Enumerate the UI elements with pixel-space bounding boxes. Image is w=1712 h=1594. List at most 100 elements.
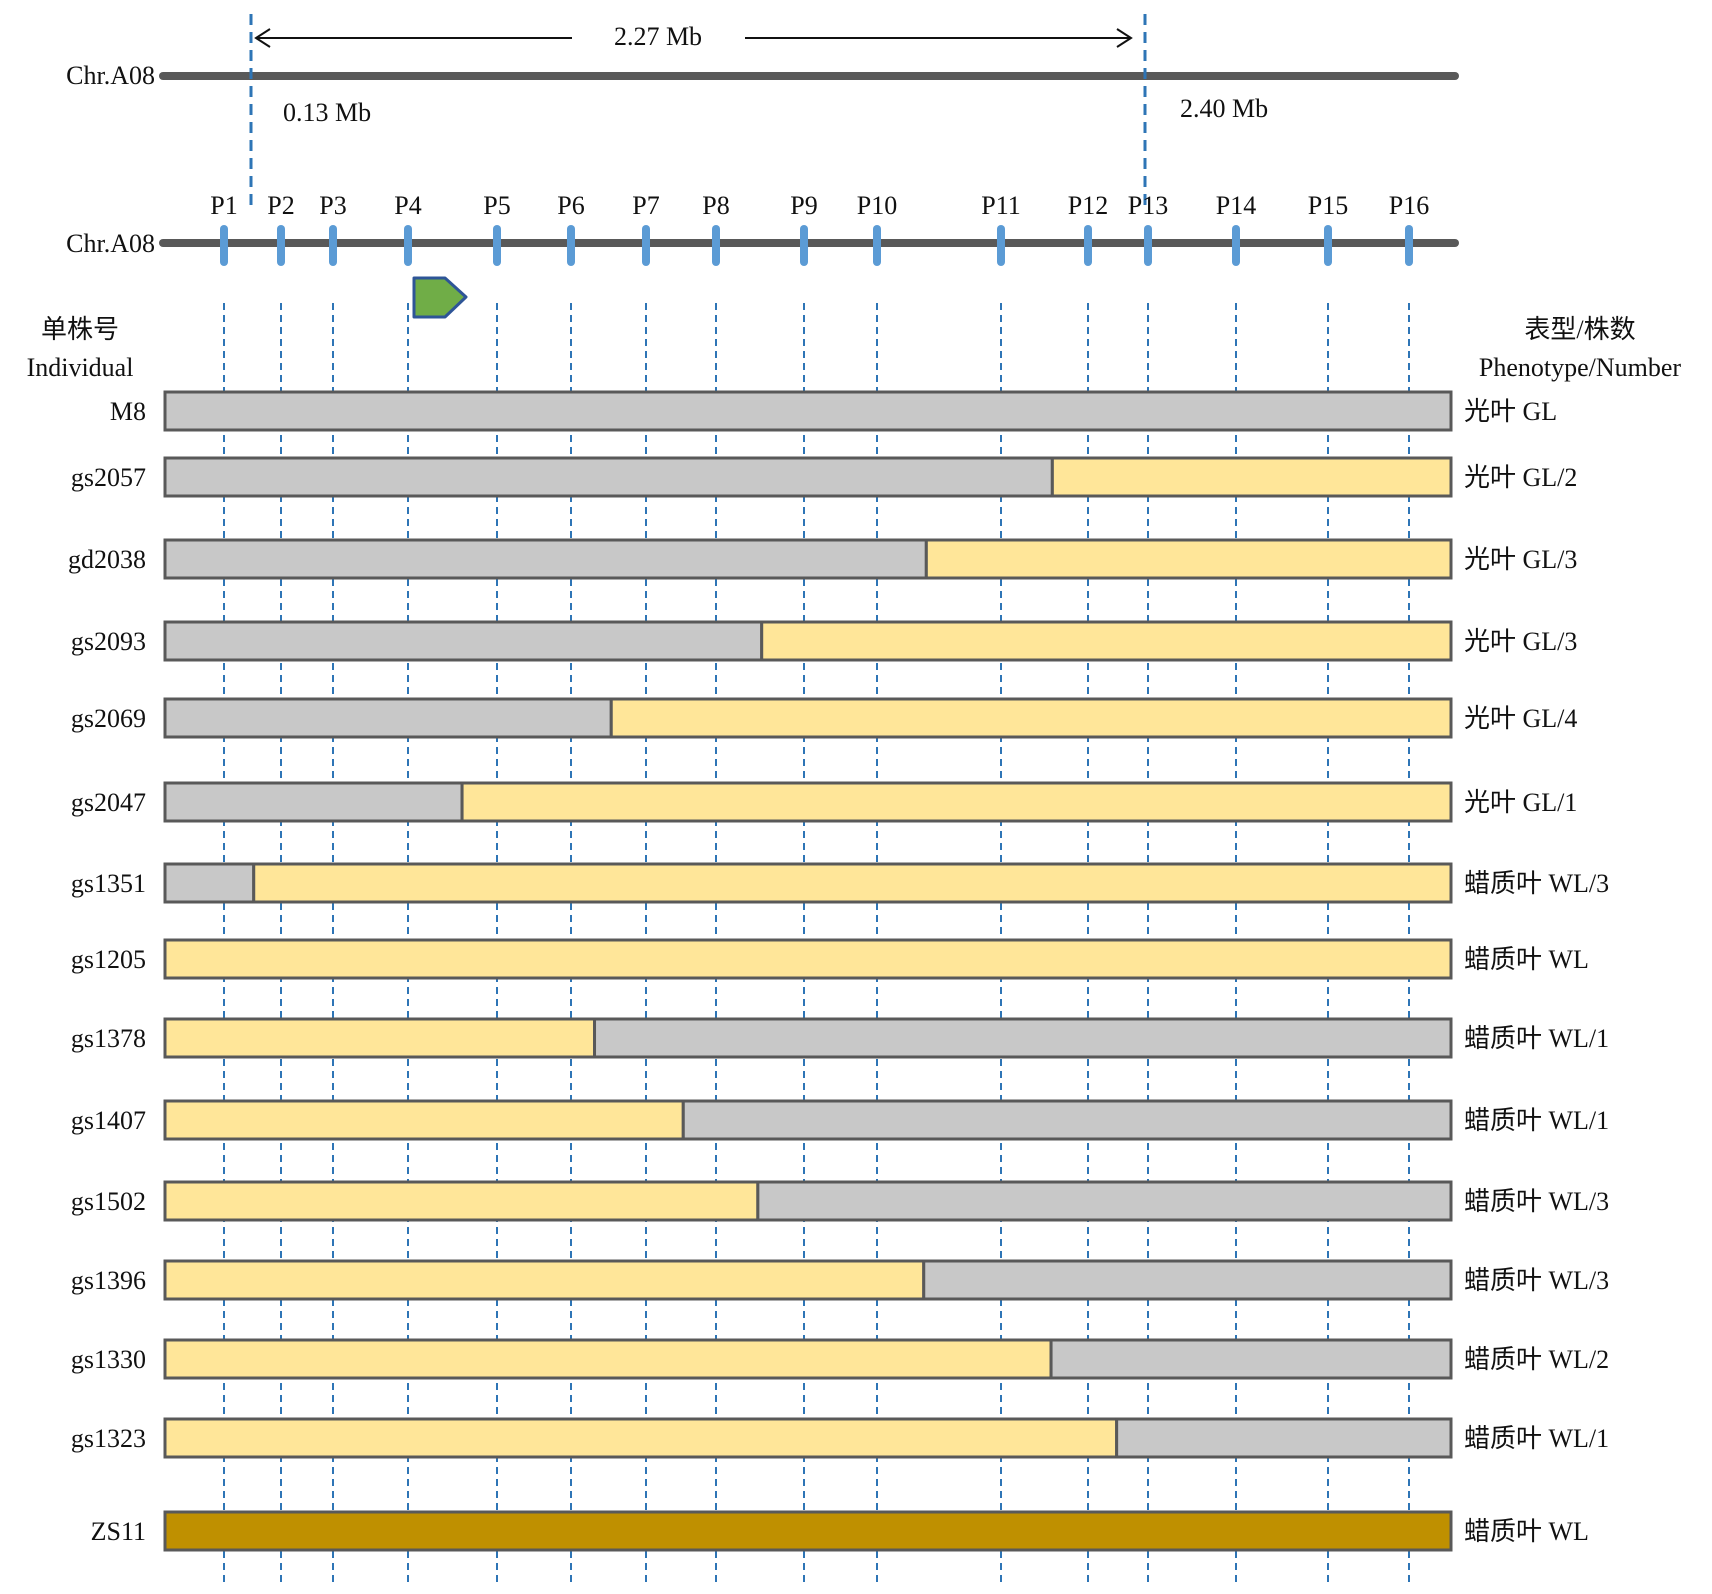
genotype-segment (163, 456, 1054, 498)
column-headers: 单株号 Individual 表型/株数 Phenotype/Number (27, 315, 1682, 382)
individual-header-en: Individual (27, 353, 134, 382)
genotype-segment (163, 697, 613, 739)
genotype-segment (760, 620, 1453, 662)
genotype-segment (922, 1259, 1453, 1301)
phenotype-label: 蜡质叶 WL/3 (1464, 1266, 1609, 1295)
individual-label: gs2047 (71, 788, 146, 817)
individual-label: gs1351 (71, 869, 146, 898)
phenotype-label: 蜡质叶 WL/1 (1464, 1024, 1609, 1053)
marker-label: P13 (1128, 191, 1168, 220)
marker-map: Chr.A08 P1 P2 P3 P4 P5 P6 P7 P8 P9 P10 P11 P12 P13 P1… (66, 191, 1459, 319)
individual-label: gs2093 (71, 627, 146, 656)
genotype-segment (593, 1017, 1453, 1059)
phenotype-label: 蜡质叶 WL/2 (1464, 1345, 1609, 1374)
marker-label: P8 (702, 191, 729, 220)
genotype-segment (163, 1099, 685, 1141)
genotype-row: M8 光叶 GL (110, 390, 1557, 432)
genotype-row: gs2069 光叶 GL/4 (71, 697, 1577, 739)
top-chrom-label: Chr.A08 (66, 61, 155, 90)
phenotype-header-cn: 表型/株数 (1524, 315, 1635, 344)
genotype-segment (163, 1338, 1053, 1380)
individual-label: gs1407 (71, 1106, 146, 1135)
genotype-row: gs2057 光叶 GL/2 (71, 456, 1577, 498)
marker-label: P5 (483, 191, 510, 220)
phenotype-label: 蜡质叶 WL (1464, 1517, 1589, 1546)
phenotype-label: 蜡质叶 WL/1 (1464, 1424, 1609, 1453)
phenotype-label: 光叶 GL/2 (1464, 463, 1577, 492)
individual-label: gs2069 (71, 704, 146, 733)
genotype-row: gs2093 光叶 GL/3 (71, 620, 1577, 662)
individual-label: gs1396 (71, 1266, 146, 1295)
individual-label: gs1378 (71, 1024, 146, 1053)
phenotype-label: 蜡质叶 WL/1 (1464, 1106, 1609, 1135)
genotype-row: gs1323 蜡质叶 WL/1 (71, 1417, 1609, 1459)
genotype-segment (163, 390, 1453, 432)
individual-label: gs1323 (71, 1424, 146, 1453)
marker-layer: P1 P2 P3 P4 P5 P6 P7 P8 P9 P10 P11 P12 P13 P14 P15 P16 (210, 191, 1429, 266)
genotype-segment (163, 938, 1453, 980)
phenotype-label: 蜡质叶 WL (1464, 945, 1589, 974)
phenotype-label: 光叶 GL/4 (1464, 704, 1577, 733)
phenotype-label: 蜡质叶 WL/3 (1464, 869, 1609, 898)
genotype-segment (163, 538, 928, 580)
marker-chrom-label: Chr.A08 (66, 229, 155, 258)
genotype-segment (924, 538, 1453, 580)
genotype-row: gs1351 蜡质叶 WL/3 (71, 862, 1609, 904)
individual-label: gs1205 (71, 945, 146, 974)
genotype-row: gs1396 蜡质叶 WL/3 (71, 1259, 1609, 1301)
genotype-segment (163, 620, 764, 662)
marker-label: P16 (1389, 191, 1429, 220)
genotype-row: gd2038 光叶 GL/3 (68, 538, 1577, 580)
top-physical-map: Chr.A08 2.27 Mb 0.13 Mb 2.40 Mb (66, 14, 1459, 205)
phenotype-label: 光叶 GL/1 (1464, 788, 1577, 817)
genotype-segment (163, 1180, 760, 1222)
genotype-row: gs2047 光叶 GL/1 (71, 781, 1577, 823)
genotype-segment (1049, 1338, 1453, 1380)
phenotype-label: 蜡质叶 WL/3 (1464, 1187, 1609, 1216)
phenotype-label: 光叶 GL/3 (1464, 627, 1577, 656)
individual-label: gs1330 (71, 1345, 146, 1374)
marker-label: P4 (394, 191, 421, 220)
genotype-row: gs1407 蜡质叶 WL/1 (71, 1099, 1609, 1141)
marker-label: P7 (632, 191, 659, 220)
genotype-segment (681, 1099, 1453, 1141)
interval-span-arrow (254, 28, 1133, 48)
individual-label: gs2057 (71, 463, 146, 492)
marker-label: P15 (1308, 191, 1348, 220)
individual-label: M8 (110, 397, 146, 426)
candidate-gene-arrow-icon (412, 276, 468, 319)
individual-label: gd2038 (68, 545, 146, 574)
genotype-segment (163, 1510, 1453, 1552)
phenotype-header-en: Phenotype/Number (1479, 353, 1682, 382)
genotype-segment (756, 1180, 1453, 1222)
marker-label: P6 (557, 191, 584, 220)
marker-label: P10 (857, 191, 897, 220)
marker-label: P1 (210, 191, 237, 220)
genotype-segment (252, 862, 1453, 904)
marker-label: P2 (267, 191, 294, 220)
marker-label: P11 (981, 191, 1021, 220)
left-position-label: 0.13 Mb (283, 98, 371, 127)
genotype-segment (163, 1017, 597, 1059)
span-label: 2.27 Mb (614, 22, 702, 51)
genotype-row: ZS11 蜡质叶 WL (91, 1510, 1589, 1552)
genotype-segment (609, 697, 1453, 739)
marker-label: P14 (1216, 191, 1256, 220)
genotype-segment (1115, 1417, 1453, 1459)
genotype-segment (163, 781, 464, 823)
genotype-row: gs1330 蜡质叶 WL/2 (71, 1338, 1609, 1380)
phenotype-label: 光叶 GL/3 (1464, 545, 1577, 574)
genotype-segment (163, 1259, 926, 1301)
genotype-row: gs1502 蜡质叶 WL/3 (71, 1180, 1609, 1222)
genotype-rows: M8 光叶 GL gs2057 光叶 GL/2 gd2038 光叶 GL/3 gs2093 光… (68, 390, 1609, 1552)
marker-label: P12 (1068, 191, 1108, 220)
genotype-segment (1050, 456, 1453, 498)
genotype-row: gs1378 蜡质叶 WL/1 (71, 1017, 1609, 1059)
genotype-segment (163, 1417, 1119, 1459)
individual-label: ZS11 (91, 1517, 146, 1546)
marker-label: P9 (790, 191, 817, 220)
individual-header-cn: 单株号 (41, 315, 119, 344)
individual-label: gs1502 (71, 1187, 146, 1216)
genotype-segment (460, 781, 1453, 823)
